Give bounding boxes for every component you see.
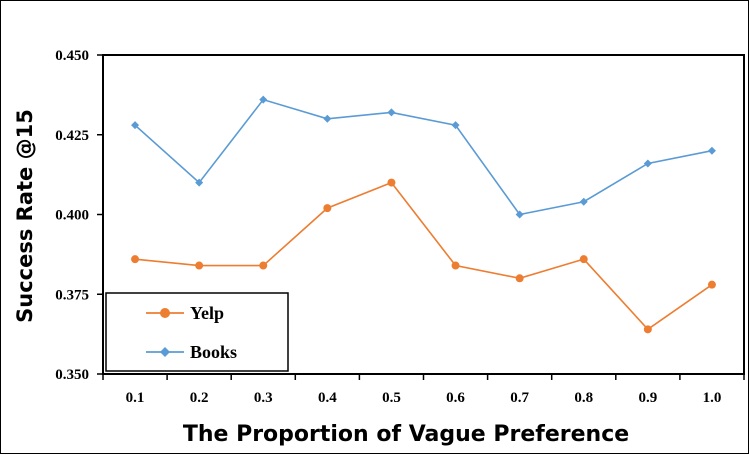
legend-box [105, 292, 289, 372]
data-point-yelp [579, 255, 588, 264]
x-tick-label: 0.4 [318, 390, 337, 406]
data-point-books [707, 146, 716, 155]
legend-marker-yelp [160, 308, 170, 318]
data-point-yelp [515, 274, 524, 283]
data-point-yelp [323, 204, 332, 213]
x-tick-label: 0.6 [446, 390, 465, 406]
x-axis-ticks: 0.1 0.2 0.3 0.4 0.5 0.6 0.7 0.8 0.9 1.0 [102, 374, 745, 406]
data-point-yelp [707, 280, 716, 289]
x-tick-label: 0.3 [254, 390, 273, 406]
y-axis-ticks: 0.350 0.375 0.400 0.425 0.450 [55, 48, 103, 383]
x-tick-label: 0.2 [190, 390, 209, 406]
x-tick-label: 1.0 [703, 390, 722, 406]
x-tick-label: 0.1 [126, 390, 145, 406]
x-tick-label: 0.7 [510, 390, 529, 406]
y-axis-title: Success Rate @15 [13, 109, 37, 323]
data-point-yelp [387, 178, 396, 187]
y-tick-label: 0.350 [55, 367, 89, 383]
data-point-books [259, 95, 268, 104]
x-axis-title: The Proportion of Vague Preference [183, 422, 629, 447]
y-tick-label: 0.450 [55, 48, 89, 64]
legend-marker-books [160, 347, 170, 357]
x-tick-label: 0.5 [382, 390, 401, 406]
y-tick-label: 0.425 [55, 128, 89, 144]
data-point-yelp [259, 261, 268, 270]
legend-label-books: Books [190, 342, 237, 362]
y-tick-label: 0.375 [55, 287, 89, 303]
series-layer [131, 95, 716, 334]
series-line-books [134, 98, 713, 216]
x-tick-label: 0.9 [638, 390, 657, 406]
data-point-yelp [131, 255, 140, 264]
data-point-books [387, 108, 396, 117]
data-point-yelp [451, 261, 460, 270]
series-line-yelp [134, 181, 713, 331]
data-point-yelp [643, 325, 652, 334]
data-point-books [579, 197, 588, 206]
data-point-books [195, 178, 204, 187]
data-point-books [515, 210, 524, 219]
data-point-books [643, 159, 652, 168]
data-point-books [131, 121, 140, 130]
y-tick-label: 0.400 [55, 208, 89, 224]
data-point-books [451, 121, 460, 130]
legend: Yelp Books [105, 292, 289, 372]
legend-label-yelp: Yelp [190, 303, 224, 323]
data-point-books [323, 114, 332, 123]
x-tick-label: 0.8 [574, 390, 593, 406]
data-point-yelp [195, 261, 204, 270]
